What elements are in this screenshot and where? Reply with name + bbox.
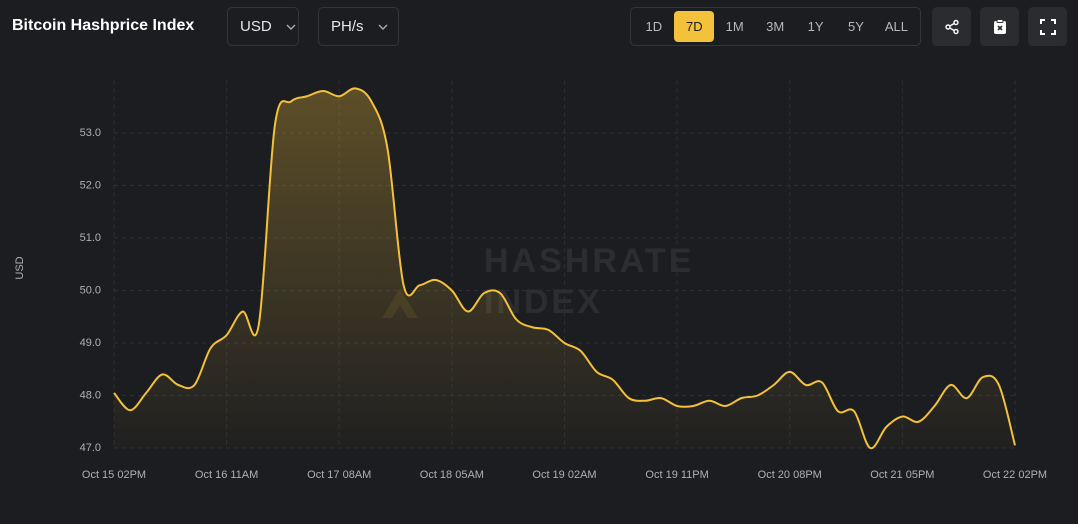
x-tick-label: Oct 18 05AM (420, 469, 484, 481)
y-axis-label: USD (14, 256, 26, 279)
range-button[interactable]: 3M (766, 19, 785, 34)
y-tick-label: 47.0 (80, 442, 101, 454)
y-tick-label: 50.0 (80, 284, 101, 296)
x-tick-label: Oct 21 05PM (870, 469, 934, 481)
range-button[interactable]: 5Y (848, 19, 864, 34)
unit-dropdown[interactable]: PH/s (318, 7, 399, 46)
area (114, 88, 1015, 449)
x-tick-label: Oct 19 02AM (532, 469, 596, 481)
x-tick-label: Oct 22 02PM (983, 469, 1047, 481)
x-tick-label: Oct 16 11AM (195, 469, 258, 481)
currency-value: USD (240, 18, 272, 35)
x-tick-label: Oct 15 02PM (82, 469, 146, 481)
x-tick-label: Oct 20 08PM (758, 469, 822, 481)
line (113, 87, 1016, 450)
page-title: Bitcoin Hashprice Index (12, 17, 195, 34)
range-button[interactable]: ALL (884, 19, 908, 34)
x-tick-label: Oct 17 08AM (307, 469, 371, 481)
watermark-text: HASHRATE (484, 242, 694, 280)
unit-value: PH/s (331, 18, 364, 35)
share-button[interactable] (932, 7, 971, 46)
range-button[interactable]: 1D (645, 19, 663, 34)
chevron (286, 24, 296, 30)
y-tick-label: 51.0 (80, 232, 101, 244)
y-tick-label: 49.0 (80, 337, 101, 349)
range-button[interactable]: 1M (725, 19, 744, 34)
fullscreen-icon (1039, 18, 1056, 35)
y-tick-label: 48.0 (80, 389, 101, 401)
share-icon (944, 19, 959, 34)
currency-dropdown[interactable]: USD (227, 7, 299, 46)
copy-button[interactable] (980, 7, 1019, 46)
fullscreen-button[interactable] (1028, 7, 1067, 46)
clipboard-icon (993, 18, 1006, 34)
y-tick-label: 52.0 (80, 179, 101, 191)
range-button[interactable]: 7D (674, 11, 715, 42)
range-selector: 1D 7D 1M 3M 1Y 5Y ALL (630, 7, 921, 46)
chevron (378, 24, 388, 30)
x-tick-label: Oct 19 11PM (645, 469, 708, 481)
range-button[interactable]: 1Y (807, 19, 824, 34)
y-tick-label: 53.0 (80, 127, 101, 139)
